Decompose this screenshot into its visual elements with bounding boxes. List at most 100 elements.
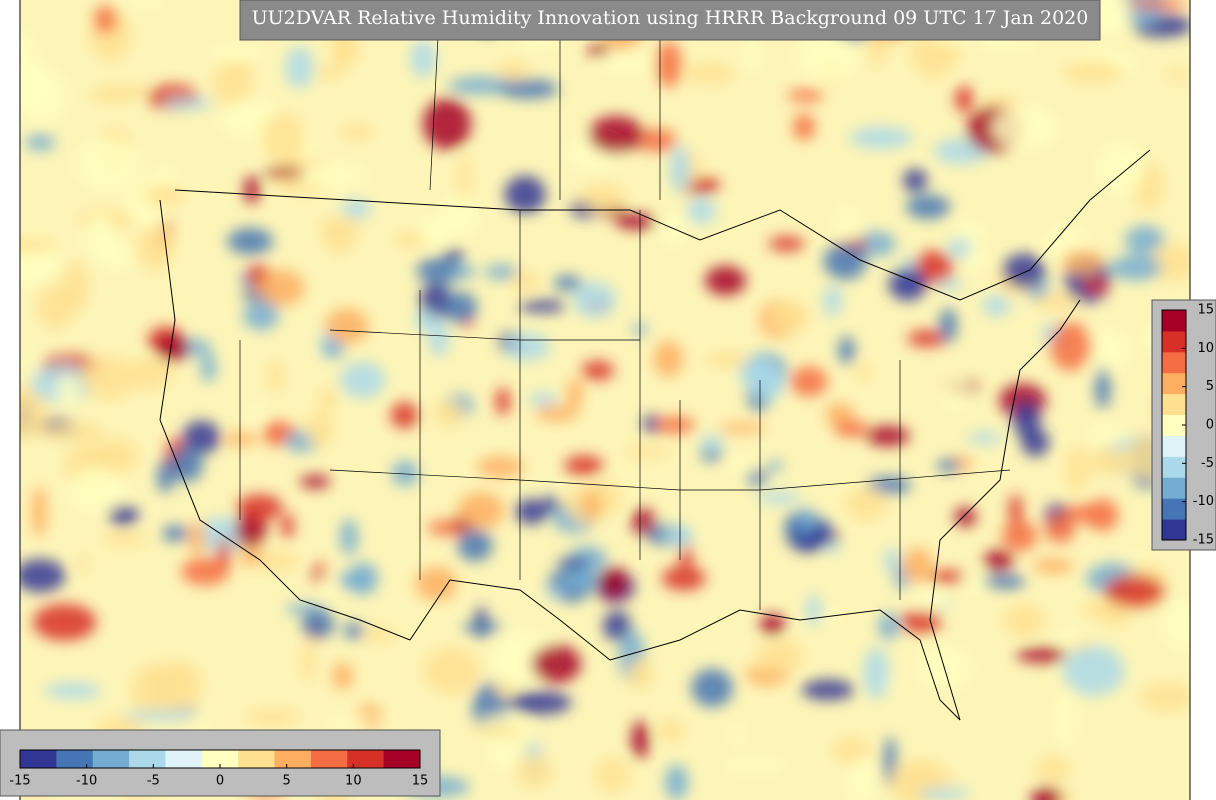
field-patch	[169, 447, 204, 483]
field-patch	[598, 567, 630, 600]
colorbar-swatch	[201, 750, 239, 768]
field-patch	[338, 570, 370, 590]
field-patch	[361, 627, 396, 643]
colorbar-swatch	[165, 750, 203, 768]
field-patch	[1162, 599, 1190, 650]
horizontal-colorbar: -15 -10 -5 0 5 10 15	[9, 749, 429, 789]
field-patch	[833, 419, 869, 438]
field-patch	[572, 281, 616, 318]
field-patch	[603, 610, 631, 641]
field-patch	[704, 265, 747, 296]
colorbar-swatch	[56, 750, 94, 768]
field-patch	[531, 644, 582, 683]
field-patch	[20, 29, 32, 70]
field-patch	[390, 401, 419, 429]
field-patch	[236, 494, 283, 521]
field-patch	[718, 422, 767, 434]
colorbar-swatch	[1162, 393, 1186, 416]
colorbar-swatch	[1162, 477, 1186, 499]
colorbar-tick-label: 15	[412, 774, 429, 789]
field-patch	[443, 248, 465, 261]
field-patch	[768, 236, 805, 252]
field-patch	[57, 373, 79, 408]
field-patch	[1016, 647, 1068, 663]
field-patch	[790, 366, 828, 397]
field-patch	[877, 612, 900, 640]
field-patch	[884, 547, 901, 574]
field-patch	[127, 357, 173, 390]
field-patch	[1061, 249, 1103, 275]
field-patch	[1082, 277, 1110, 294]
field-patch	[936, 458, 961, 473]
field-patch	[93, 437, 138, 476]
field-patch	[941, 371, 972, 410]
field-patch	[724, 759, 785, 772]
field-patch	[200, 352, 217, 383]
field-patch	[249, 401, 263, 430]
field-patch	[826, 540, 840, 554]
field-patch	[664, 764, 689, 800]
colorbar-tick-label: 10	[1197, 341, 1214, 356]
field-patch	[656, 41, 682, 88]
field-patch	[257, 269, 305, 307]
field-patch	[691, 668, 733, 708]
field-patch	[1003, 603, 1046, 637]
field-patch	[285, 46, 314, 89]
colorbar-swatch	[1162, 519, 1186, 541]
field-patch	[261, 112, 305, 165]
colorbar-tick-label: 10	[345, 774, 362, 789]
field-patch	[798, 508, 817, 532]
field-patch	[902, 168, 928, 193]
colorbar-tick-label: -10	[1193, 494, 1214, 509]
field-patch	[1002, 253, 1046, 289]
field-patch	[223, 60, 255, 74]
colorbar-swatch	[383, 750, 421, 768]
colorbar-tick-label: 5	[283, 774, 291, 789]
field-patch	[660, 213, 687, 246]
colorbar-swatch	[310, 750, 348, 768]
field-patch	[1049, 322, 1093, 371]
field-patch	[420, 282, 452, 320]
field-patch	[1055, 631, 1087, 642]
field-patch	[952, 223, 986, 241]
field-patch	[603, 53, 653, 75]
colorbar-swatch	[1162, 456, 1186, 478]
field-patch	[631, 720, 650, 759]
field-patch	[787, 89, 824, 102]
field-patch	[553, 275, 583, 291]
field-patch	[888, 268, 927, 301]
field-patch	[907, 330, 948, 347]
field-patch	[332, 662, 354, 690]
field-patch	[966, 242, 985, 273]
field-patch	[917, 787, 970, 800]
field-patch	[983, 574, 1026, 590]
field-patch	[495, 387, 511, 416]
field-patch	[967, 432, 1003, 444]
field-patch	[490, 744, 519, 769]
colorbar-swatch	[347, 750, 385, 768]
colorbar-swatch	[92, 750, 130, 768]
field-patch	[26, 355, 43, 374]
field-patch	[161, 97, 213, 110]
field-patch	[516, 753, 553, 789]
field-patch	[262, 167, 307, 178]
field-patch	[836, 206, 859, 244]
colorbar-swatch	[1162, 372, 1186, 395]
field-patch	[556, 557, 590, 569]
field-patch	[683, 63, 736, 85]
field-patch	[1164, 68, 1190, 81]
map-title: UU2DVAR Relative Humidity Innovation usi…	[252, 7, 1089, 29]
field-patch	[768, 300, 809, 334]
field-patch	[428, 321, 450, 357]
field-patch	[848, 757, 876, 800]
field-patch	[759, 613, 786, 636]
field-patch	[730, 459, 758, 475]
field-patch	[1140, 682, 1190, 712]
field-patch	[339, 361, 386, 399]
field-patch	[838, 335, 855, 365]
field-patch	[913, 250, 954, 284]
field-patch	[76, 555, 90, 572]
colorbar-swatch	[1162, 435, 1186, 457]
field-patch	[124, 710, 192, 721]
colorbar-swatch	[20, 750, 57, 768]
